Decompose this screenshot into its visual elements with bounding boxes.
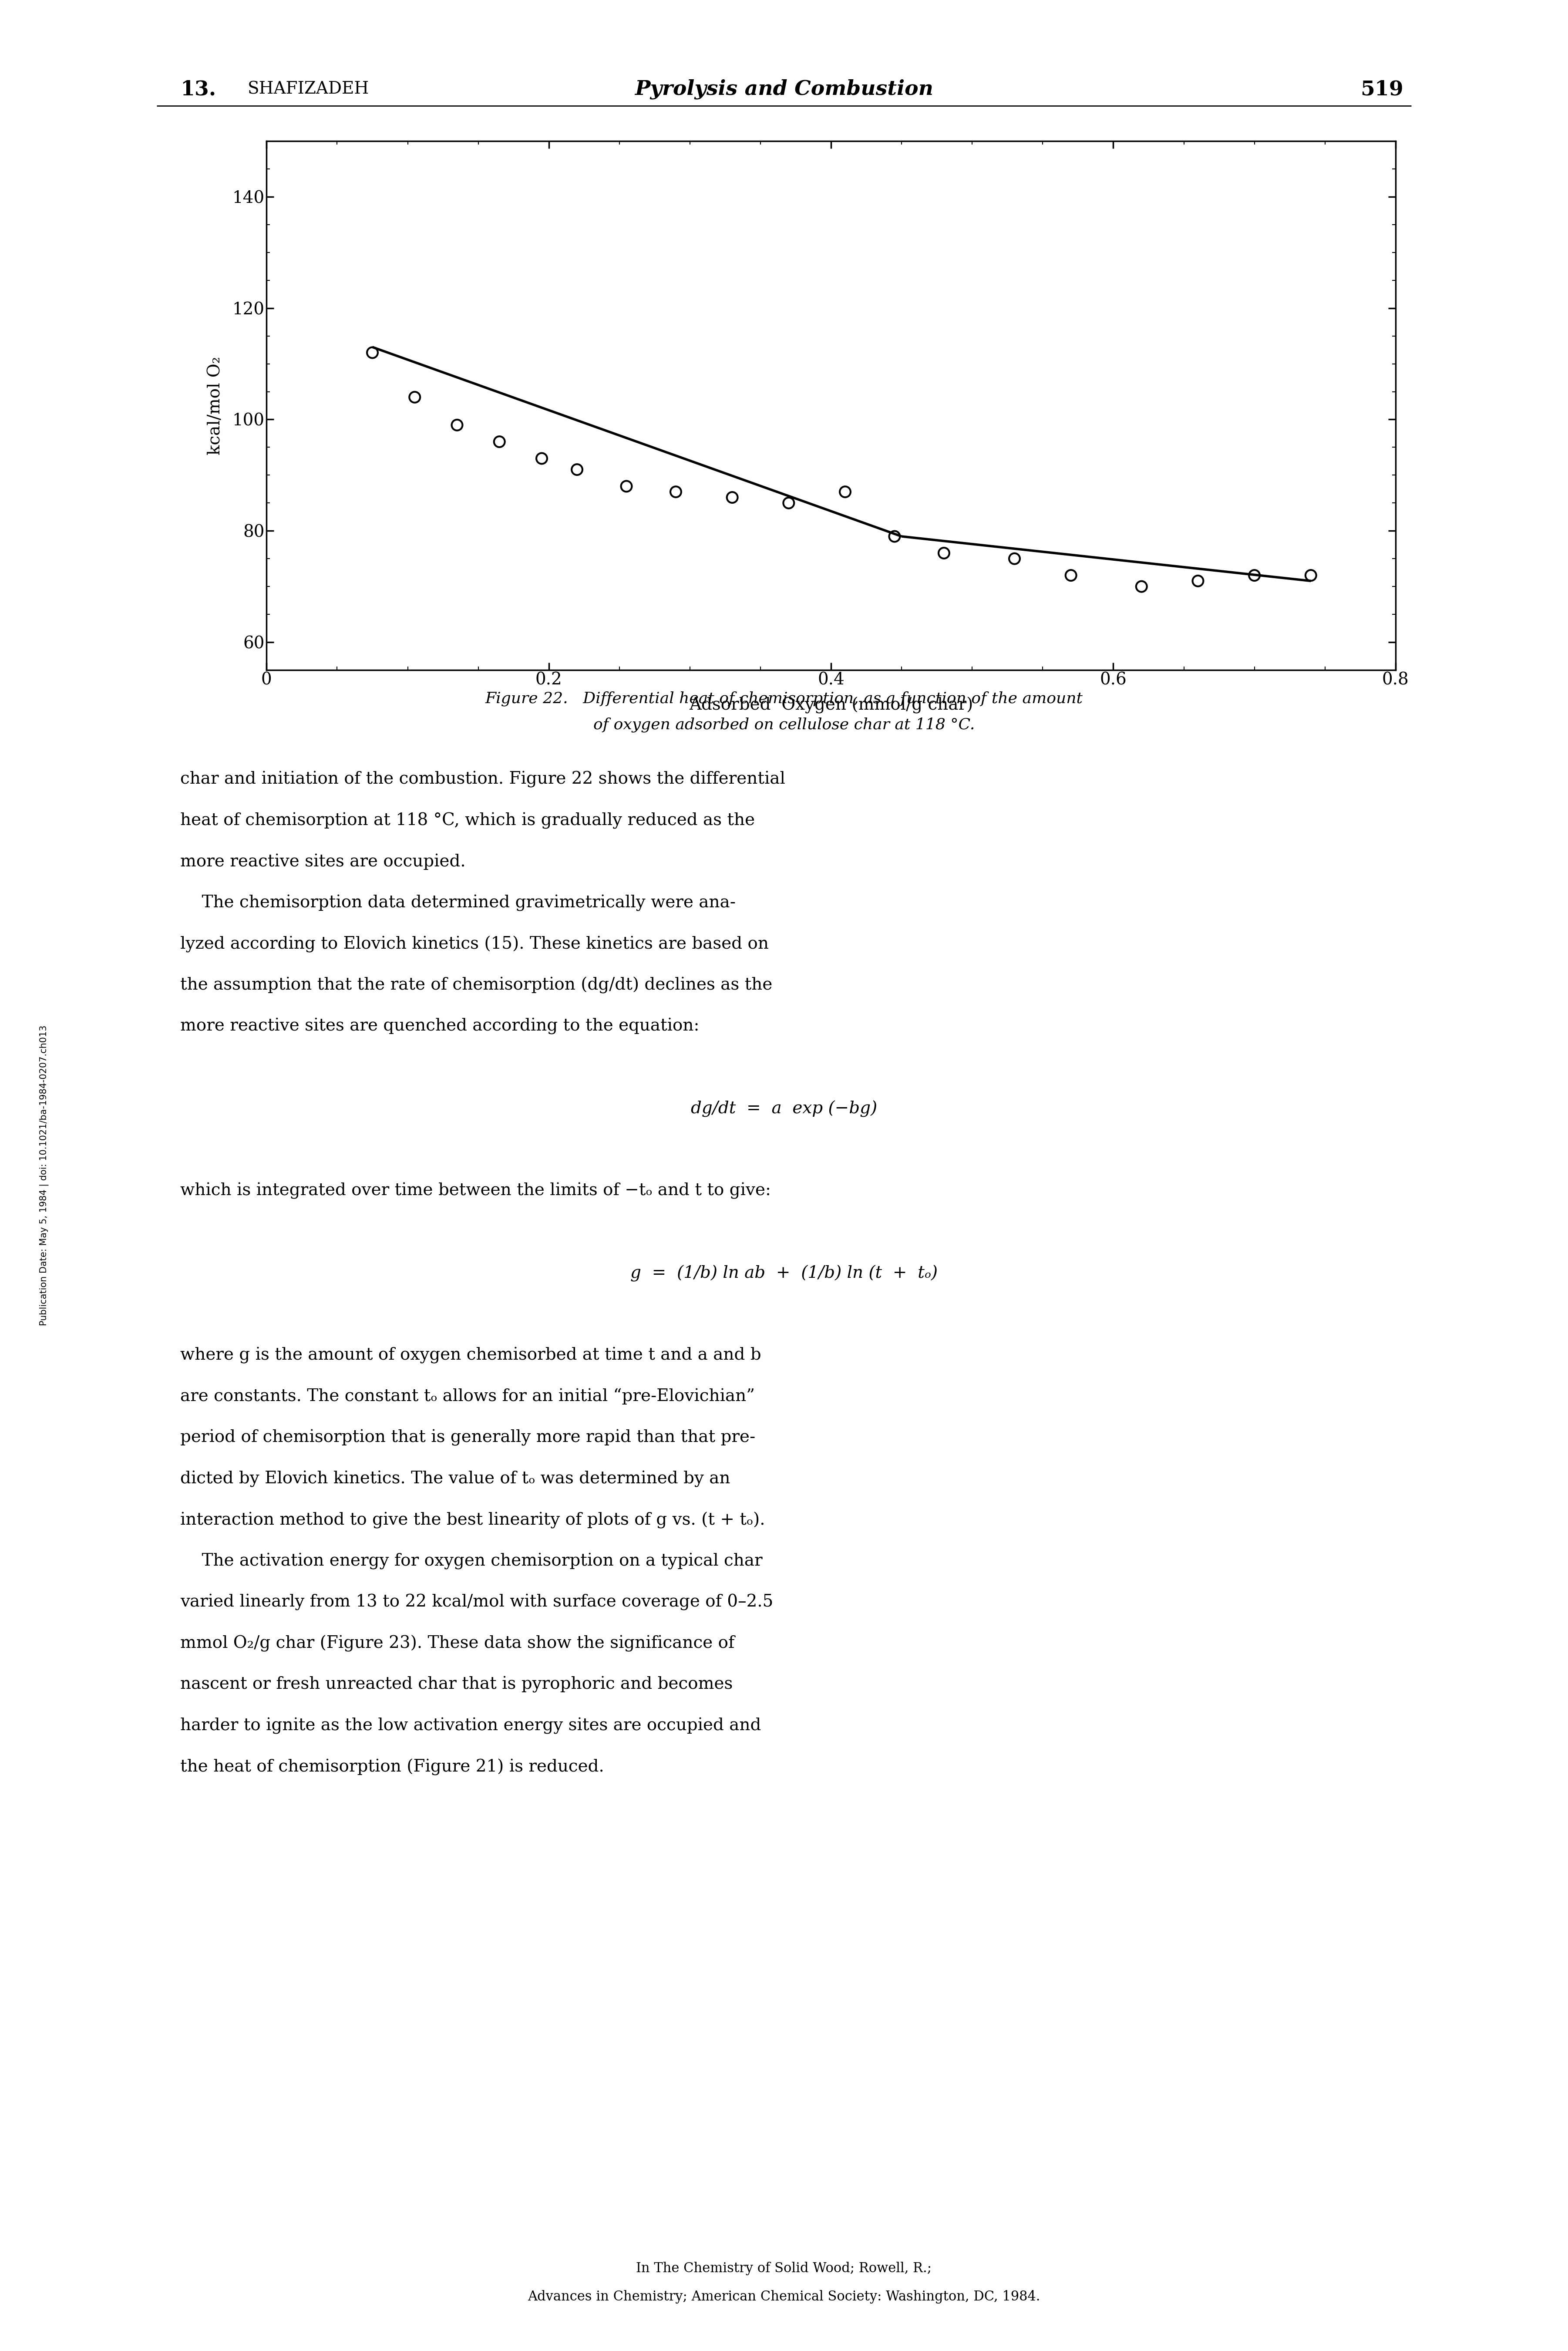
Point [883, 517, 908, 555]
Text: the heat of chemisorption (Figure 21) is reduced.: the heat of chemisorption (Figure 21) is… [180, 1759, 604, 1775]
Y-axis label: kcal/mol O₂: kcal/mol O₂ [207, 357, 224, 454]
Point [1185, 562, 1210, 600]
Text: In The Chemistry of Solid Wood; Rowell, R.;: In The Chemistry of Solid Wood; Rowell, … [637, 2262, 931, 2276]
Text: char and initiation of the combustion. Figure 22 shows the differential: char and initiation of the combustion. F… [180, 771, 786, 788]
Text: dg/dt  =  a  exp (−bg): dg/dt = a exp (−bg) [691, 1100, 877, 1117]
Text: the assumption that the rate of chemisorption (dg/dt) declines as the: the assumption that the rate of chemisor… [180, 978, 773, 994]
Point [403, 379, 428, 416]
Point [1242, 557, 1267, 595]
Text: Publication Date: May 5, 1984 | doi: 10.1021/ba-1984-0207.ch013: Publication Date: May 5, 1984 | doi: 10.… [39, 1025, 49, 1326]
Point [615, 468, 640, 505]
Text: of oxygen adsorbed on cellulose char at 118 °C.: of oxygen adsorbed on cellulose char at … [593, 717, 975, 731]
Text: 519: 519 [1361, 80, 1403, 99]
Point [445, 407, 470, 444]
Text: interaction method to give the best linearity of plots of g vs. (t + tₒ).: interaction method to give the best line… [180, 1512, 765, 1528]
Text: The activation energy for oxygen chemisorption on a typical char: The activation energy for oxygen chemiso… [180, 1552, 762, 1570]
Point [530, 440, 555, 477]
Point [1298, 557, 1323, 595]
Text: which is integrated over time between the limits of −tₒ and t to give:: which is integrated over time between th… [180, 1183, 771, 1199]
Point [663, 473, 688, 510]
Point [833, 473, 858, 510]
Point [1002, 541, 1027, 578]
Text: Pyrolysis and Combustion: Pyrolysis and Combustion [635, 80, 933, 99]
X-axis label: Adsorbed  Oxygen (mmol/g char): Adsorbed Oxygen (mmol/g char) [688, 696, 974, 712]
Point [564, 451, 590, 489]
Text: g  =  (1/b) ln ab  +  (1/b) ln (t  +  tₒ): g = (1/b) ln ab + (1/b) ln (t + tₒ) [630, 1265, 938, 1281]
Text: lyzed according to Elovich kinetics (15). These kinetics are based on: lyzed according to Elovich kinetics (15)… [180, 936, 768, 952]
Text: heat of chemisorption at 118 °C, which is gradually reduced as the: heat of chemisorption at 118 °C, which i… [180, 811, 754, 830]
Point [1129, 567, 1154, 604]
Text: where g is the amount of oxygen chemisorbed at time t and a and b: where g is the amount of oxygen chemisor… [180, 1347, 762, 1364]
Point [1058, 557, 1083, 595]
Text: harder to ignite as the low activation energy sites are occupied and: harder to ignite as the low activation e… [180, 1716, 760, 1735]
Text: dicted by Elovich kinetics. The value of tₒ was determined by an: dicted by Elovich kinetics. The value of… [180, 1472, 731, 1488]
Text: Advances in Chemistry; American Chemical Society: Washington, DC, 1984.: Advances in Chemistry; American Chemical… [528, 2290, 1040, 2304]
Text: The chemisorption data determined gravimetrically were ana-: The chemisorption data determined gravim… [180, 893, 735, 912]
Text: mmol O₂/g char (Figure 23). These data show the significance of: mmol O₂/g char (Figure 23). These data s… [180, 1636, 735, 1653]
Text: more reactive sites are quenched according to the equation:: more reactive sites are quenched accordi… [180, 1018, 699, 1034]
Point [776, 484, 801, 522]
Point [488, 423, 513, 461]
Point [931, 534, 956, 571]
Text: nascent or fresh unreacted char that is pyrophoric and becomes: nascent or fresh unreacted char that is … [180, 1676, 732, 1693]
Text: period of chemisorption that is generally more rapid than that pre-: period of chemisorption that is generall… [180, 1429, 756, 1446]
Point [361, 334, 386, 371]
Text: 13.: 13. [180, 80, 216, 99]
Text: are constants. The constant tₒ allows for an initial “pre-Elovichian”: are constants. The constant tₒ allows fo… [180, 1387, 754, 1404]
Text: more reactive sites are occupied.: more reactive sites are occupied. [180, 853, 466, 870]
Text: Figure 22.   Differential heat of chemisorption, as a function of the amount: Figure 22. Differential heat of chemisor… [485, 691, 1083, 705]
Text: SHAFIZADEH: SHAFIZADEH [248, 82, 370, 96]
Point [720, 480, 745, 517]
Text: varied linearly from 13 to 22 kcal/mol with surface coverage of 0–2.5: varied linearly from 13 to 22 kcal/mol w… [180, 1594, 773, 1610]
